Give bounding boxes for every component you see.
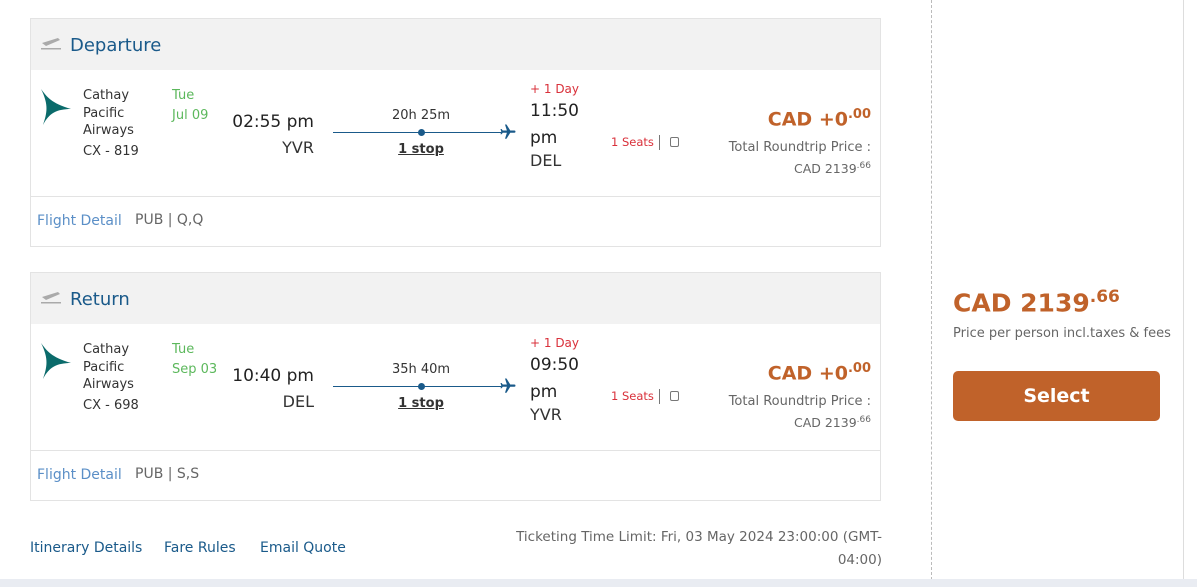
total-label: Total Roundtrip Price : [728,140,871,155]
select-button[interactable]: Select [953,371,1160,421]
day-offset: + 1 Day [530,336,580,350]
price-cents: .00 [847,361,871,376]
segment-card: Return Cathay Pacific Airways CX - 698 Tue S… [30,272,881,501]
segment-header [31,19,880,70]
airline-name: Cathay Pacific Airways [83,88,134,138]
sep [31,196,880,197]
day: Tue [172,88,195,103]
airline-logo [37,87,73,131]
fare-class: PUB | S,S [135,466,200,482]
day-offset: + 1 Day [530,82,580,96]
route-dot [418,129,425,136]
airline-name: Cathay Pacific Airways [83,342,134,392]
flight-detail-link[interactable]: Flight Detail [37,213,122,229]
date: Sep 03 [172,362,218,377]
fare-price: CAD +0.00 [768,361,871,384]
total-label: Total Roundtrip Price : [728,394,871,409]
bottom-bar [0,579,1197,587]
depart-airport: DEL [282,392,314,411]
depart-airport: YVR [282,138,314,157]
depart-time: 02:55 pm [232,112,314,132]
price: CAD +0 [767,362,848,385]
date: Jul 09 [172,108,209,123]
flight-number: CX - 698 [83,398,139,413]
total-price: CAD 2139.66 [794,161,871,176]
airline-logo [37,341,73,385]
fare-class: PUB | Q,Q [135,212,204,228]
total: CAD 2139 [793,161,857,177]
stops[interactable]: 1 stop [398,396,444,411]
header-icon [40,33,62,55]
price-note: Price per person incl.taxes & fees [953,326,1171,341]
edge [1183,0,1184,580]
seat-sep [659,389,660,404]
total-cents: .66 [856,161,871,171]
total-cents: .66 [856,415,871,425]
depart-time: 10:40 pm [232,366,314,386]
seat-sep [659,135,660,150]
seats: 1 Seats [611,135,654,149]
sep [31,450,880,451]
bag-icon [670,391,679,401]
seats: 1 Seats [611,389,654,403]
day: Tue [172,342,195,357]
segment-card: Departure Cathay Pacific Airways CX - 819 T… [30,18,881,247]
flight-detail-link[interactable]: Flight Detail [37,467,122,483]
segment-header [31,273,880,324]
direction-title: Departure [70,35,162,56]
price-cents: .00 [847,107,871,122]
price-cents: .66 [1089,287,1120,307]
arrive-airport: YVR [530,405,562,424]
route-line [333,132,501,133]
arrive-time: 09:50 pm [530,355,579,402]
total-price: CAD 2139.66 [794,415,871,430]
itinerary-link[interactable]: Itinerary Details [30,540,143,556]
ticketing-limit: Ticketing Time Limit: Fri, 03 May 2024 2… [516,529,882,568]
fare-price: CAD +0.00 [768,107,871,130]
divider [931,0,932,580]
bag-icon [670,137,679,147]
duration: 20h 25m [391,108,451,123]
route-plane [499,377,517,399]
fare-rules-link[interactable]: Fare Rules [164,540,236,556]
route-plane [499,123,517,145]
direction-title: Return [70,289,130,310]
price: CAD +0 [767,108,848,131]
price: CAD 2139 [953,288,1090,318]
stops[interactable]: 1 stop [398,142,444,157]
total: CAD 2139 [793,415,857,431]
arrive-time: 11:50 pm [530,101,579,148]
route-line [333,386,501,387]
arrive-airport: DEL [530,151,562,170]
header-icon [40,287,62,309]
summary-price: CAD 2139.66 [953,287,1120,317]
email-quote-link[interactable]: Email Quote [260,540,346,556]
flight-number: CX - 819 [83,144,139,159]
duration: 35h 40m [391,362,451,377]
route-dot [418,383,425,390]
